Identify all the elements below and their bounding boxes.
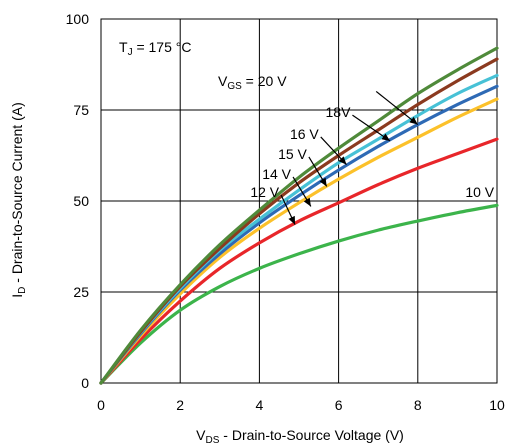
- arrow-head: [288, 215, 296, 225]
- curve-label: 15 V: [278, 146, 307, 162]
- label-arrow: [375, 90, 419, 126]
- curve-label: 12 V: [250, 184, 279, 200]
- x-tick-label: 6: [335, 397, 343, 413]
- series-line-6: [99, 46, 499, 385]
- series-layer: [99, 46, 499, 385]
- series-line-2: [99, 97, 499, 385]
- y-tick-label: 50: [73, 193, 89, 209]
- curve-label: 10 V: [465, 184, 494, 200]
- series-line-1: [99, 137, 499, 385]
- y-axis-title: ID - Drain-to-Source Current (A): [9, 102, 28, 298]
- x-tick-label: 8: [414, 397, 422, 413]
- curve-label: 14 V: [262, 166, 291, 182]
- x-tick-label: 2: [176, 397, 184, 413]
- x-tick-label: 0: [97, 397, 105, 413]
- plot-frame: [100, 18, 498, 384]
- x-tick-label: 10: [489, 397, 505, 413]
- curve-labels: 12 V 14 V 15 V 16 V 18V 10 V: [250, 90, 495, 225]
- series-line-4: [99, 73, 499, 385]
- arrow-head: [381, 133, 391, 141]
- y-tick-label: 100: [66, 11, 90, 27]
- temperature-annotation: TJ = 175 °C: [119, 39, 191, 58]
- y-tick-label: 75: [73, 102, 89, 118]
- arrow-head: [338, 156, 347, 165]
- curve-label: 16 V: [290, 126, 319, 142]
- curve-label: 18V: [326, 104, 352, 120]
- curve-label-vgs-20v: VGS = 20 V: [218, 73, 287, 92]
- y-tick-label: 25: [73, 284, 89, 300]
- arrow-head: [303, 197, 311, 207]
- x-axis-title: VDS - Drain-to-Source Voltage (V): [196, 427, 404, 446]
- series-line-0: [99, 203, 499, 385]
- x-tick-label: 4: [256, 397, 264, 413]
- y-tick-label: 0: [81, 375, 89, 391]
- arrow-head: [319, 177, 327, 187]
- arrow-head: [409, 116, 418, 125]
